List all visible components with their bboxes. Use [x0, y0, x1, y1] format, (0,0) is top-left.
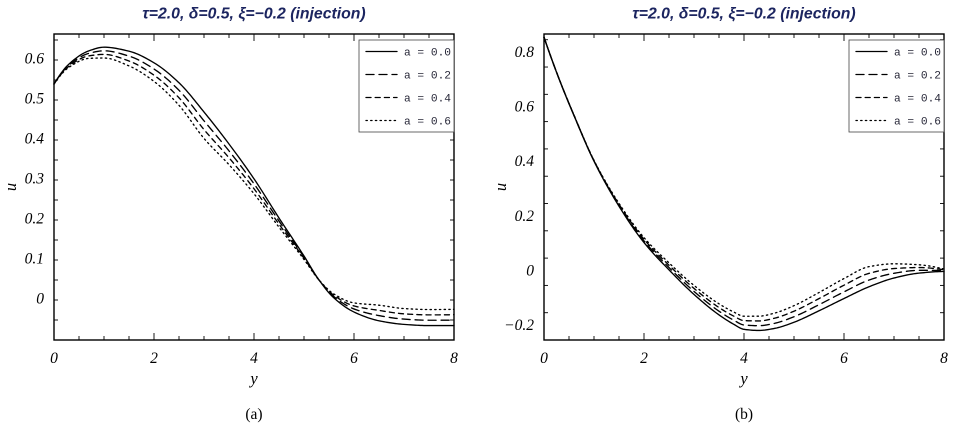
svg-text:a = 0.2: a = 0.2 — [894, 71, 941, 83]
svg-text:y: y — [738, 369, 748, 388]
svg-text:u: u — [491, 183, 510, 191]
svg-text:0.5: 0.5 — [25, 91, 45, 108]
svg-text:0.6: 0.6 — [515, 99, 535, 116]
svg-text:u: u — [1, 183, 20, 191]
svg-text:a = 0.2: a = 0.2 — [404, 71, 451, 83]
svg-text:8: 8 — [450, 350, 458, 367]
svg-text:0.8: 0.8 — [515, 44, 535, 61]
svg-text:a = 0.0: a = 0.0 — [894, 48, 941, 60]
svg-text:0: 0 — [50, 350, 58, 367]
svg-text:0: 0 — [526, 262, 534, 279]
svg-text:a = 0.4: a = 0.4 — [894, 94, 941, 106]
svg-text:0.4: 0.4 — [515, 153, 535, 170]
svg-text:0.3: 0.3 — [25, 171, 45, 188]
svg-text:4: 4 — [250, 350, 258, 367]
svg-text:2: 2 — [640, 350, 648, 367]
svg-text:6: 6 — [350, 350, 358, 367]
svg-text:0.1: 0.1 — [25, 251, 44, 268]
svg-text:a = 0.4: a = 0.4 — [404, 94, 451, 106]
svg-text:y: y — [248, 369, 258, 388]
svg-text:τ=2.0, δ=0.5, ξ=−0.2 (injectio: τ=2.0, δ=0.5, ξ=−0.2 (injection) — [632, 6, 855, 23]
svg-text:(a): (a) — [245, 406, 262, 423]
svg-text:−0.2: −0.2 — [504, 317, 534, 334]
svg-text:0: 0 — [36, 291, 44, 308]
svg-text:(b): (b) — [735, 406, 753, 423]
svg-text:0.2: 0.2 — [515, 208, 535, 225]
svg-text:0.6: 0.6 — [25, 51, 45, 68]
svg-text:4: 4 — [740, 350, 748, 367]
svg-text:8: 8 — [940, 350, 948, 367]
svg-text:0.2: 0.2 — [25, 211, 45, 228]
svg-text:τ=2.0, δ=0.5, ξ=−0.2 (injectio: τ=2.0, δ=0.5, ξ=−0.2 (injection) — [142, 6, 365, 23]
svg-text:a = 0.6: a = 0.6 — [894, 117, 941, 129]
svg-text:2: 2 — [150, 350, 158, 367]
svg-text:0: 0 — [540, 350, 548, 367]
svg-text:a = 0.6: a = 0.6 — [404, 117, 451, 129]
svg-text:0.4: 0.4 — [25, 131, 45, 148]
svg-text:6: 6 — [840, 350, 848, 367]
svg-text:a = 0.0: a = 0.0 — [404, 48, 451, 60]
